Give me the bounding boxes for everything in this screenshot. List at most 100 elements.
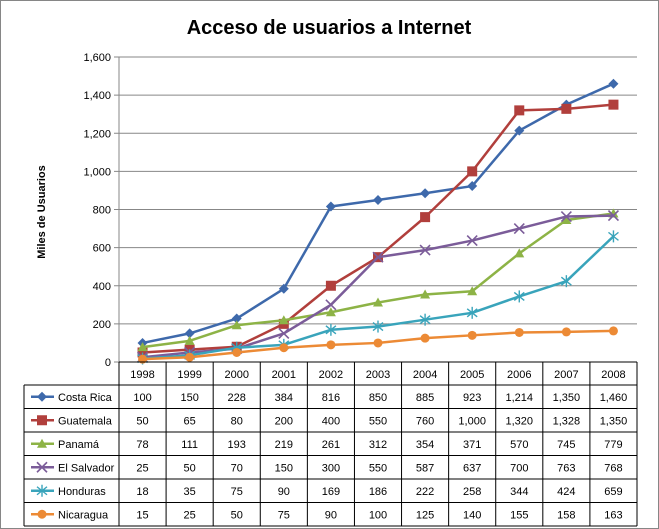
data-label-el-salvador: 300 (322, 462, 340, 474)
data-label-costa-rica: 1,214 (506, 392, 534, 404)
data-label-guatemala: 400 (322, 415, 340, 427)
x-tick-label: 2007 (554, 369, 578, 381)
data-point-panam- (278, 315, 289, 325)
data-point-guatemala (561, 103, 572, 114)
data-label-guatemala: 65 (184, 415, 196, 427)
data-label-costa-rica: 100 (133, 392, 151, 404)
data-label-el-salvador: 637 (463, 462, 481, 474)
data-point-el-salvador (325, 299, 337, 311)
data-point-panam- (231, 320, 242, 330)
data-point-guatemala (467, 166, 478, 177)
data-label-guatemala: 1,350 (600, 415, 628, 427)
x-tick-label: 2003 (366, 369, 390, 381)
x-tick-label: 2000 (224, 369, 248, 381)
data-point-panam- (514, 248, 525, 258)
data-label-panam-: 354 (416, 439, 434, 451)
legend-marker-honduras (36, 484, 48, 497)
series-line-guatemala (142, 103, 614, 354)
data-point-panam- (325, 307, 336, 317)
data-point-guatemala (608, 99, 619, 110)
data-label-costa-rica: 1,350 (553, 392, 581, 404)
legend-marker-el-salvador (36, 461, 48, 473)
data-point-el-salvador-stroke (466, 235, 478, 247)
data-label-guatemala: 760 (416, 415, 434, 427)
data-point-nicaragua (185, 352, 195, 362)
data-label-costa-rica: 850 (369, 392, 387, 404)
data-label-el-salvador: 763 (557, 462, 575, 474)
data-point-el-salvador-stroke (278, 327, 290, 339)
data-label-panam-: 78 (136, 439, 148, 451)
data-label-nicaragua: 158 (557, 509, 575, 521)
x-tick-label: 2004 (413, 369, 437, 381)
data-label-nicaragua: 25 (184, 509, 196, 521)
data-label-panam-: 779 (604, 439, 622, 451)
series-guatemala (137, 99, 619, 358)
data-label-honduras: 659 (604, 486, 622, 498)
data-point-honduras (372, 320, 384, 333)
x-tick-label: 1998 (130, 369, 154, 381)
data-point-honduras (513, 290, 525, 303)
data-label-nicaragua: 155 (510, 509, 528, 521)
x-tick-label: 2005 (460, 369, 484, 381)
y-tick-label: 800 (93, 205, 111, 217)
data-point-costa-rica (278, 283, 289, 294)
data-label-guatemala: 1,328 (553, 415, 581, 427)
data-point-panam- (467, 286, 478, 296)
y-axis-label: Miles de Usuarios (36, 165, 48, 259)
data-point-guatemala (514, 105, 525, 116)
y-tick-label: 1,200 (83, 128, 111, 140)
chart-title: Acceso de usuarios a Internet (187, 17, 472, 39)
data-point-honduras (466, 306, 478, 319)
legend-label-nicaragua: Nicaragua (58, 509, 109, 521)
data-point-guatemala (137, 347, 148, 358)
data-label-costa-rica: 923 (463, 392, 481, 404)
data-label-el-salvador: 25 (136, 462, 148, 474)
legend-marker-nicaragua (37, 509, 47, 519)
data-label-honduras: 258 (463, 486, 481, 498)
data-point-el-salvador (419, 244, 431, 256)
data-point-costa-rica (184, 328, 195, 339)
data-point-honduras (419, 313, 431, 326)
x-tick-label: 2006 (507, 369, 531, 381)
data-point-costa-rica (420, 188, 431, 199)
data-point-el-salvador (560, 210, 572, 223)
data-label-el-salvador: 587 (416, 462, 434, 474)
legend-marker-costa-rica (37, 391, 47, 402)
data-label-honduras: 35 (184, 486, 196, 498)
data-label-el-salvador: 768 (604, 462, 622, 474)
series-costa-rica (137, 78, 619, 348)
data-point-nicaragua (561, 327, 571, 337)
data-point-el-salvador-stroke (325, 299, 337, 311)
data-point-nicaragua (467, 330, 477, 340)
data-point-el-salvador (372, 251, 384, 263)
data-point-honduras (560, 275, 572, 288)
data-point-panam- (561, 214, 572, 224)
data-label-honduras: 344 (510, 486, 528, 498)
data-point-honduras (608, 230, 619, 243)
x-tick-label: 2008 (601, 369, 625, 381)
data-label-nicaragua: 50 (231, 509, 243, 521)
data-label-nicaragua: 100 (369, 509, 387, 521)
data-label-nicaragua: 75 (278, 509, 290, 521)
y-tick-label: 400 (93, 281, 111, 293)
data-label-guatemala: 80 (231, 415, 243, 427)
data-label-nicaragua: 125 (416, 509, 434, 521)
legend-label-panam-: Panamá (58, 439, 100, 451)
data-label-honduras: 186 (369, 486, 387, 498)
data-label-el-salvador: 70 (231, 462, 243, 474)
data-label-guatemala: 550 (369, 415, 387, 427)
data-point-el-salvador-stroke (560, 210, 572, 223)
legend-marker-guatemala (37, 415, 47, 426)
data-label-honduras: 424 (557, 486, 575, 498)
data-point-nicaragua (373, 338, 383, 348)
legend-label-el-salvador: El Salvador (58, 462, 115, 474)
gridlines (114, 56, 637, 363)
series-panam- (137, 208, 619, 352)
data-point-costa-rica (325, 201, 336, 212)
data-point-nicaragua (514, 327, 524, 337)
x-tick-label: 2002 (319, 369, 343, 381)
y-tick-labels: 0 200 400 600 800 1,000 1,200 1,400 1,600 (83, 52, 111, 369)
legend-label-honduras: Honduras (58, 486, 106, 498)
data-point-guatemala (325, 280, 336, 291)
